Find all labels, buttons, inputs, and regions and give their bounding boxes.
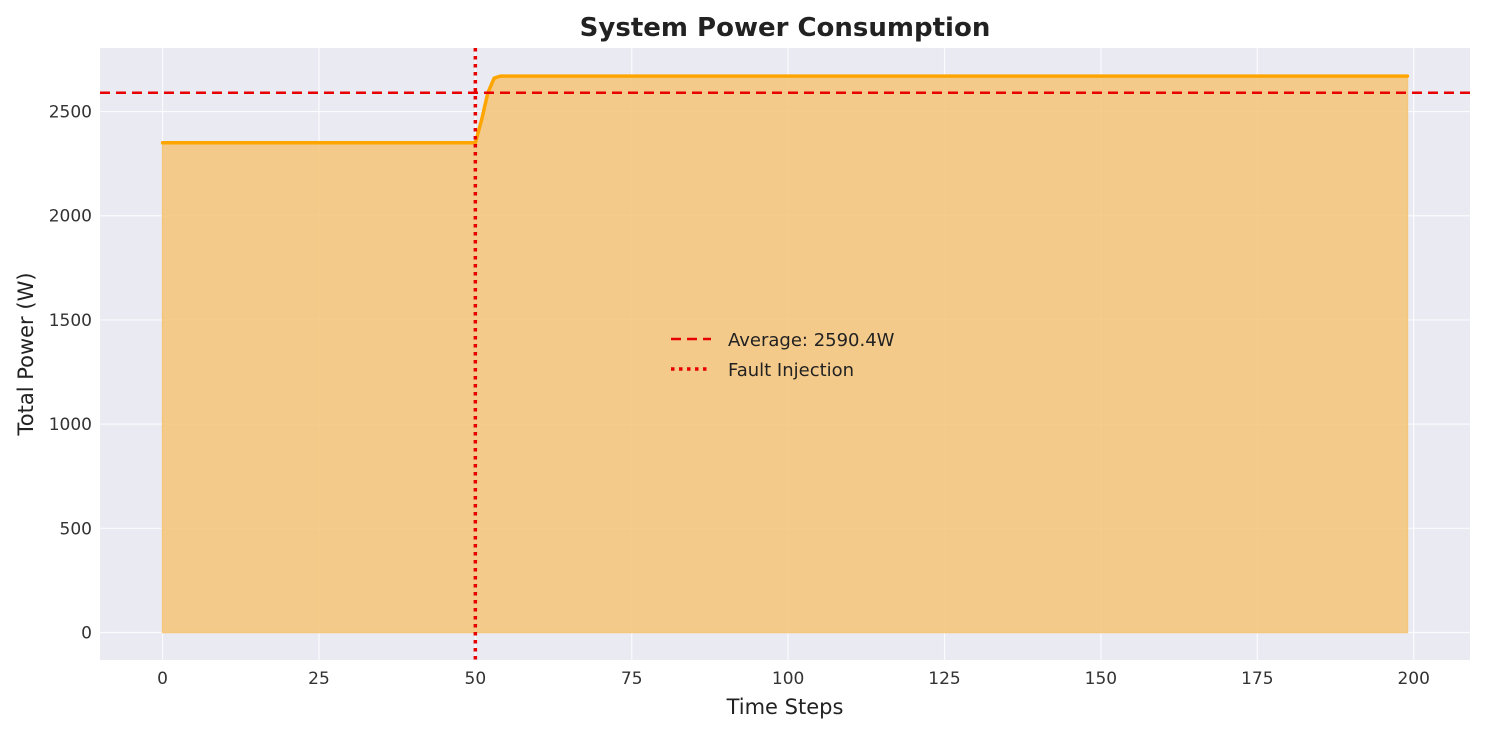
chart-title: System Power Consumption — [580, 13, 991, 43]
series-layer — [160, 74, 1410, 634]
legend-label-fault-injection: Fault Injection — [728, 360, 854, 381]
y-tick-label: 2500 — [49, 103, 92, 123]
x-tick-label: 50 — [465, 669, 487, 689]
y-tick-labels: 0 500 1000 1500 2000 2500 — [49, 103, 92, 644]
x-axis-label: Time Steps — [726, 695, 844, 719]
y-tick-label: 1500 — [49, 311, 92, 331]
y-axis-label: Total Power (W) — [14, 272, 38, 436]
y-tick-label: 2000 — [49, 207, 92, 227]
x-tick-label: 175 — [1241, 669, 1273, 689]
legend-label-average: Average: 2590.4W — [728, 330, 895, 351]
x-tick-label: 125 — [928, 669, 960, 689]
x-tick-label: 25 — [308, 669, 330, 689]
x-tick-label: 0 — [157, 669, 168, 689]
x-tick-label: 200 — [1397, 669, 1429, 689]
y-tick-label: 500 — [60, 519, 92, 539]
series-area-fill — [161, 75, 1409, 634]
legend: Average: 2590.4W Fault Injection — [671, 330, 895, 381]
x-tick-label: 100 — [772, 669, 804, 689]
y-tick-label: 1000 — [49, 415, 92, 435]
x-tick-labels: 0 25 50 75 100 125 150 175 200 — [157, 669, 1430, 689]
y-tick-label: 0 — [81, 623, 92, 643]
x-tick-label: 75 — [621, 669, 643, 689]
x-tick-label: 150 — [1085, 669, 1117, 689]
reference-lines — [100, 48, 1470, 660]
